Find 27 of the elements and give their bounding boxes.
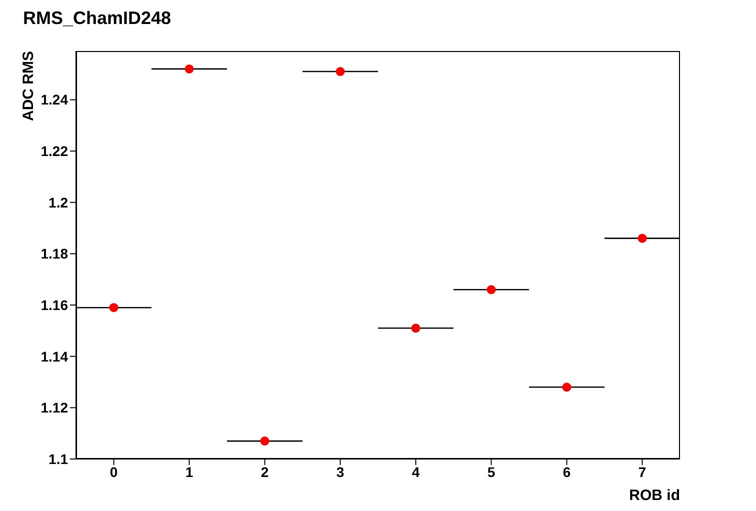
y-tick-label: 1.18 [40,246,68,262]
y-tick-label: 1.22 [40,143,68,160]
y-tick-label: 1.1 [48,450,68,467]
y-tick-label: 1.16 [40,297,68,314]
point [336,67,345,76]
x-tick-label: 1 [185,464,194,480]
point [486,285,496,294]
x-tick-label: 0 [110,464,118,480]
y-tick-label: 1.2 [48,194,68,210]
point [109,303,118,312]
x-tick-label: 7 [638,464,646,480]
point [638,234,647,243]
y-axis-title: ADC RMS [20,51,37,123]
x-tick-label: 5 [487,464,496,480]
point [260,436,270,446]
point [184,64,194,74]
x-tick-label: 6 [562,464,571,480]
x-tick-label: 4 [412,464,420,480]
point [562,382,572,392]
x-tick-label: 2 [260,464,269,480]
x-axis-title: ROB id [629,487,680,504]
y-tick-label: 1.24 [40,92,68,108]
y-tick-label: 1.14 [40,348,68,364]
point [411,324,420,333]
x-tick-label: 3 [336,464,344,480]
chart-title: RMS_ChamID248 [23,8,172,29]
y-tick-label: 1.12 [40,400,68,416]
